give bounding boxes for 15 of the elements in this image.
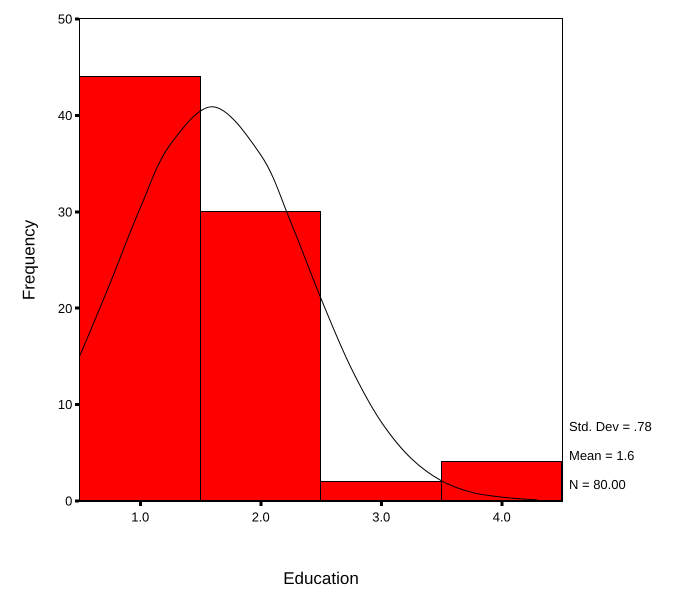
x-tick-label: 2.0: [252, 510, 270, 525]
x-tick-label: 4.0: [492, 510, 511, 525]
y-tick-label: 30: [58, 204, 72, 220]
y-tick-label: 20: [58, 300, 72, 316]
y-tick-label: 50: [58, 12, 72, 27]
x-tick-label: 1.0: [131, 510, 150, 525]
text: Mean = 1.6: [569, 448, 634, 463]
y-tick-label: 10: [58, 397, 72, 412]
y-tick-label: 40: [58, 108, 72, 123]
text: N = 80.00: [569, 477, 626, 492]
x-tick-label: 3.0: [372, 510, 390, 525]
y-axis-title: Frequency: [19, 219, 38, 300]
text: Std. Dev = .78: [569, 419, 652, 434]
x-axis-title: Education: [283, 569, 359, 588]
y-tick-label: 0: [65, 494, 72, 509]
